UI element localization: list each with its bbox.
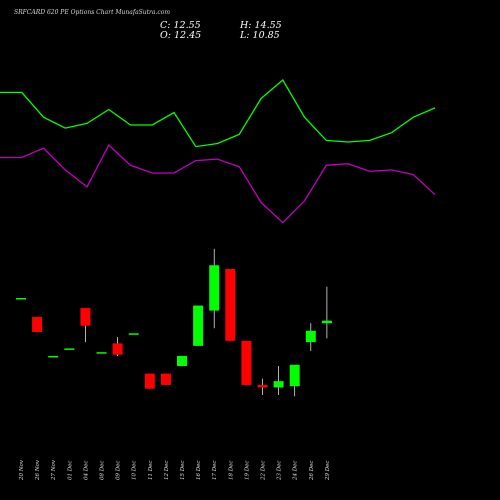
x-tick-label: 22 Dec (261, 461, 267, 482)
indicator-lines (0, 79, 436, 224)
x-tick-label: 19 Dec (244, 461, 250, 481)
candle-7 (128, 333, 139, 335)
magenta-indicator-line (0, 144, 436, 224)
x-tick-label: 01 Dec (67, 461, 73, 481)
candle-body (305, 330, 316, 343)
candle-8 (144, 373, 155, 389)
candle-4 (80, 308, 91, 343)
candle-6 (112, 337, 123, 356)
candle-11 (193, 305, 204, 346)
candle-body (112, 343, 123, 355)
x-axis-labels: 20 Nov 26 Nov 27 Nov 01 Dec 04 Dec 08 Dec 09 D… (19, 459, 331, 481)
candle-body (160, 373, 171, 385)
candle-body (273, 381, 284, 388)
candle-body (80, 308, 91, 326)
x-tick-label: 27 Nov (51, 459, 57, 481)
candle-17 (289, 364, 300, 397)
candle-15 (257, 378, 268, 396)
candle-body (241, 340, 252, 385)
candlesticks (16, 248, 332, 397)
x-tick-label: 12 Dec (164, 461, 170, 481)
candle-12 (209, 248, 220, 329)
green-indicator-line (0, 79, 436, 148)
x-tick-label: 24 Dec (293, 461, 299, 482)
x-tick-label: 10 Dec (132, 461, 138, 481)
close-readout: C: 12.55 (160, 20, 201, 31)
candle-body (321, 320, 332, 324)
candle-body (257, 384, 268, 388)
x-tick-label: 29 Dec (325, 461, 331, 482)
candle-body (96, 352, 107, 354)
candle-14 (241, 340, 252, 385)
candle-0 (16, 298, 26, 300)
candle-body (144, 373, 155, 389)
open-readout: O: 12.45 (160, 30, 201, 41)
candle-1 (32, 316, 43, 333)
x-tick-label: 18 Dec (228, 461, 234, 481)
candle-body (32, 316, 43, 333)
high-readout: H: 14.55 (239, 20, 282, 31)
candle-body (193, 305, 204, 346)
candle-body (225, 269, 236, 341)
chart-title: SRFCARD 620 PE Options Chart MunafaSutra… (14, 9, 170, 16)
candle-18 (305, 323, 316, 351)
x-tick-label: 15 Dec (180, 461, 186, 481)
x-tick-label: 17 Dec (212, 461, 218, 481)
candle-16 (273, 366, 284, 396)
x-tick-label: 23 Dec (277, 461, 283, 482)
candle-body (16, 298, 26, 300)
candle-3 (64, 348, 75, 350)
candle-body (64, 348, 75, 350)
candle-13 (225, 269, 236, 341)
candle-10 (177, 355, 187, 367)
x-tick-label: 26 Nov (35, 459, 41, 481)
candle-body (177, 355, 187, 367)
x-tick-label: 04 Dec (83, 461, 89, 481)
x-tick-label: 16 Dec (196, 461, 202, 481)
candle-body (48, 355, 59, 358)
candle-body (289, 364, 300, 387)
x-tick-label: 26 Dec (309, 461, 315, 482)
candle-body (209, 265, 220, 311)
candle-2 (48, 355, 59, 358)
x-tick-label: 08 Dec (100, 461, 106, 481)
candle-5 (96, 352, 107, 354)
x-tick-label: 20 Nov (19, 459, 25, 481)
x-tick-label: 09 Dec (116, 461, 122, 481)
candle-body (128, 333, 139, 335)
low-readout: L: 10.85 (239, 30, 280, 41)
x-tick-label: 11 Dec (148, 461, 154, 481)
candle-9 (160, 373, 171, 385)
candle-19 (321, 286, 332, 339)
